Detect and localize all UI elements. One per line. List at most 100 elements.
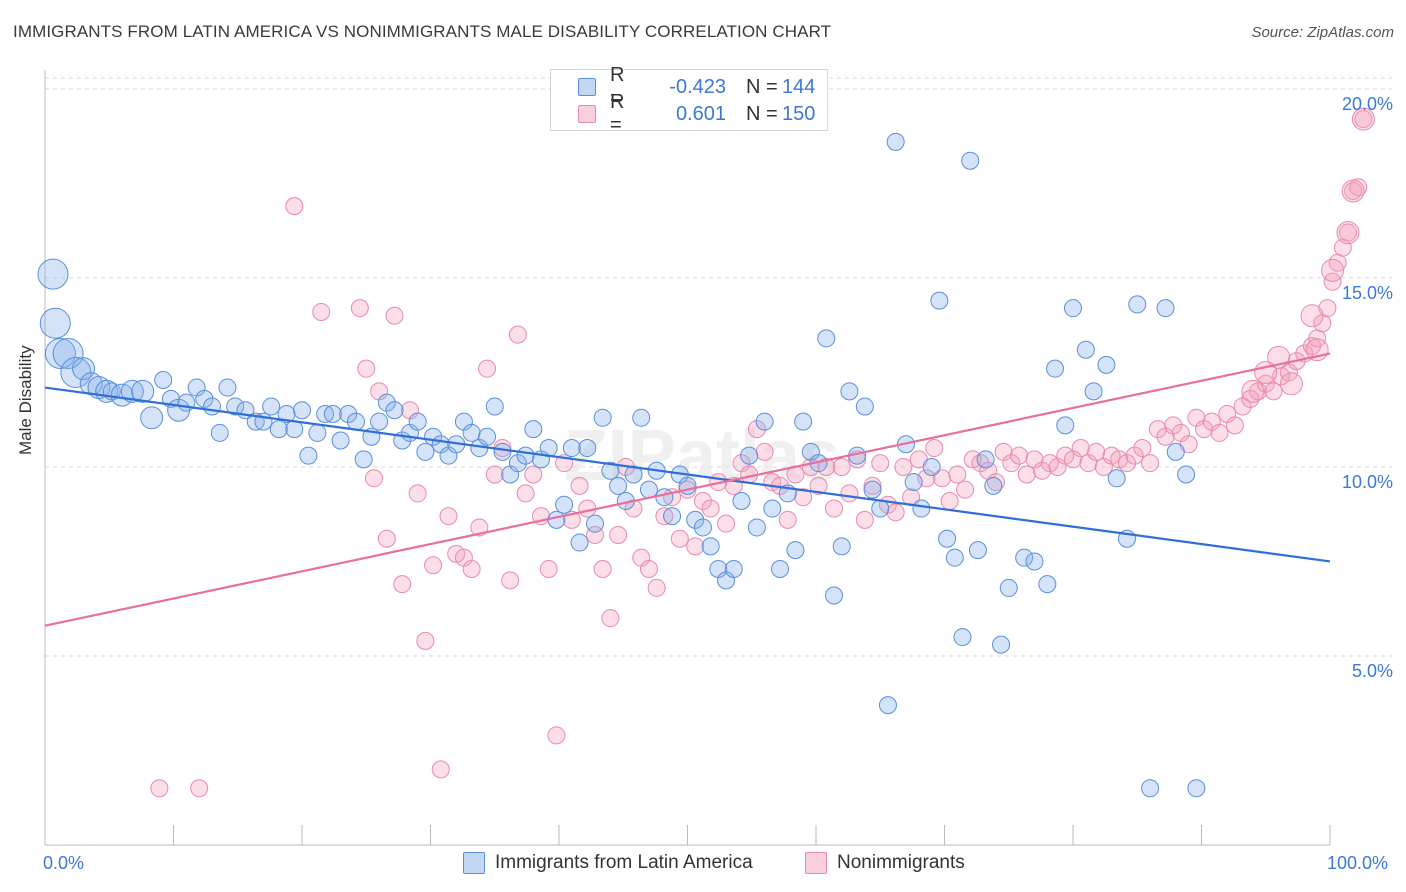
blue-point <box>269 420 288 439</box>
blue-point <box>593 408 612 427</box>
blue-point <box>140 406 164 430</box>
blue-point <box>1166 442 1185 461</box>
blue-point <box>1187 779 1206 798</box>
pink-point <box>1141 454 1160 473</box>
blue-point <box>912 499 931 518</box>
blue-point <box>1177 465 1196 484</box>
blue-point <box>277 405 296 424</box>
blue-point <box>493 442 512 461</box>
blue-point <box>786 541 805 560</box>
blue-point <box>39 307 71 339</box>
pink-point <box>925 439 944 458</box>
blue-point <box>961 151 980 170</box>
correlation-legend: R = -0.423 N = 144 R = 0.601 N = 150 <box>550 64 828 136</box>
pink-point <box>516 484 535 503</box>
pink-point <box>840 484 859 503</box>
blue-point <box>120 379 144 403</box>
pink-point <box>717 514 736 533</box>
blue-point <box>863 480 882 499</box>
blue-point <box>747 518 766 537</box>
blue-point <box>701 537 720 556</box>
blue-point <box>771 560 790 579</box>
blue-point <box>37 258 69 290</box>
pink-point <box>470 518 489 537</box>
pink-trend-line <box>44 352 1331 627</box>
legend-n-label: N = <box>746 102 778 125</box>
pink-point <box>462 560 481 579</box>
pink-point <box>190 779 209 798</box>
blue-point <box>984 476 1003 495</box>
blue-point <box>817 329 836 348</box>
blue-point <box>218 378 237 397</box>
pink-point <box>539 560 558 579</box>
y-tick-label: 10.0% <box>1341 471 1393 492</box>
y-tick-label: 20.0% <box>1341 93 1393 114</box>
blue-point <box>1064 299 1082 318</box>
blue-point <box>904 473 923 492</box>
blue-point <box>570 533 589 552</box>
pink-point <box>1241 379 1265 403</box>
blue-point <box>508 454 527 473</box>
pink-point <box>478 359 497 378</box>
blue-trend-line <box>44 386 1331 563</box>
pink-point <box>647 578 666 597</box>
blue-point <box>408 412 427 431</box>
blue-point <box>299 446 318 465</box>
blue-point <box>1046 359 1065 378</box>
bottom-legend-blue: Immigrants from Latin America <box>463 852 753 874</box>
pink-point <box>357 359 376 378</box>
pink-point <box>501 571 520 590</box>
blue-point <box>385 401 404 420</box>
pink-point <box>408 484 427 503</box>
pink-point <box>755 442 774 461</box>
blue-point <box>1038 575 1057 594</box>
blue-point <box>131 379 155 403</box>
legend-n-label: N = <box>746 75 778 98</box>
blue-point <box>732 491 751 510</box>
pink-point <box>1354 110 1373 129</box>
legend-r-value: 0.601 <box>675 102 726 125</box>
bottom-swatch-blue <box>463 852 485 874</box>
blue-point <box>354 450 373 469</box>
blue-point <box>578 439 597 458</box>
pink-point <box>1338 223 1357 242</box>
blue-point <box>686 510 705 529</box>
pink-point <box>1233 397 1252 416</box>
blue-point <box>922 457 941 476</box>
trend-lines <box>44 352 1331 627</box>
blue-point <box>308 423 327 442</box>
pink-point <box>1341 179 1365 203</box>
blue-point <box>1107 469 1126 488</box>
pink-point <box>1195 420 1214 439</box>
blue-point <box>331 431 350 450</box>
blue-point <box>555 495 574 514</box>
pink-point <box>948 465 967 484</box>
blue-point <box>485 397 504 416</box>
blue-point <box>840 382 859 401</box>
blue-point <box>547 510 566 529</box>
pink-point <box>485 465 504 484</box>
blue-point <box>478 427 497 446</box>
blue-point <box>195 389 214 408</box>
pink-point <box>886 503 905 522</box>
blue-point <box>693 518 712 537</box>
pink-point <box>824 499 843 518</box>
pink-point <box>1002 454 1021 473</box>
blue-point <box>1156 299 1175 318</box>
pink-point <box>863 476 882 495</box>
pink-point <box>693 491 712 510</box>
pink-point <box>1117 454 1136 473</box>
blue-point <box>976 450 995 469</box>
legend-swatch-pink <box>578 105 596 123</box>
legend-r-label: R = <box>610 91 625 136</box>
chart-title: IMMIGRANTS FROM LATIN AMERICA VS NONIMMI… <box>13 22 832 41</box>
blue-point <box>1015 548 1034 567</box>
blue-point <box>655 488 674 507</box>
blue-point <box>999 578 1018 597</box>
blue-point <box>1097 355 1116 374</box>
pink-point <box>747 420 766 439</box>
blue-point <box>339 405 358 424</box>
blue-point <box>968 541 987 560</box>
pink-point <box>639 560 658 579</box>
